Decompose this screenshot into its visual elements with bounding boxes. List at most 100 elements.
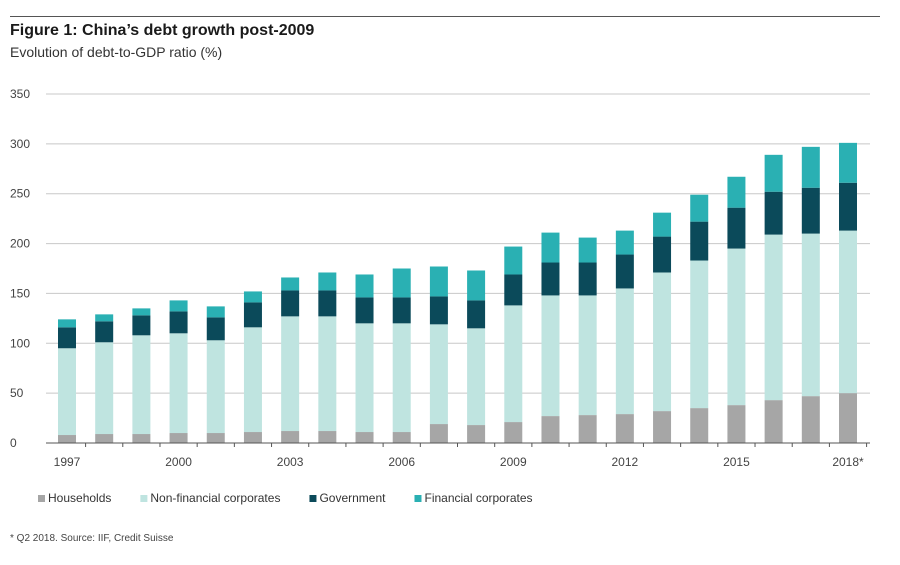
bar-households-2005 (355, 432, 374, 443)
bar-financial-corporates-2003 (281, 277, 300, 291)
y-tick-label: 300 (10, 137, 30, 151)
bar-government-2002 (243, 302, 262, 328)
bar-financial-corporates-2013 (653, 212, 672, 237)
bar-non-financial-corporates-2008 (467, 328, 486, 426)
bar-financial-corporates-1998 (95, 314, 114, 322)
y-tick-label: 50 (10, 386, 24, 400)
legend-label: Government (319, 491, 386, 505)
bar-government-2010 (541, 262, 560, 296)
bar-non-financial-corporates-2005 (355, 323, 374, 433)
bar-households-2009 (504, 422, 523, 443)
chart-title: Figure 1: China’s debt growth post-2009 (10, 22, 315, 39)
bar-non-financial-corporates-2000 (169, 333, 188, 434)
top-rule (10, 16, 880, 17)
bar-government-2013 (653, 236, 672, 273)
bar-government-2011 (578, 262, 597, 296)
bar-financial-corporates-2007 (429, 266, 448, 297)
bar-households-2004 (318, 431, 337, 443)
bar-non-financial-corporates-2014 (690, 260, 709, 409)
bar-government-2005 (355, 297, 374, 324)
bar-households-1998 (95, 434, 114, 443)
bar-financial-corporates-2015 (727, 176, 746, 208)
bar-government-2012 (615, 254, 634, 289)
y-tick-label: 200 (10, 237, 30, 251)
bar-government-2015 (727, 207, 746, 249)
bar-government-2009 (504, 274, 523, 306)
bar-households-2000 (169, 433, 188, 443)
bar-government-2008 (467, 300, 486, 329)
bar-non-financial-corporates-2015 (727, 248, 746, 406)
bar-households-2001 (206, 433, 225, 443)
bar-government-2007 (429, 296, 448, 325)
bar-financial-corporates-2008 (467, 270, 486, 301)
bar-households-2017 (801, 396, 820, 443)
chart-subtitle: Evolution of debt-to-GDP ratio (%) (10, 44, 223, 60)
bar-households-2014 (690, 408, 709, 443)
bar-non-financial-corporates-2004 (318, 316, 337, 432)
legend-swatch (309, 495, 317, 502)
bar-non-financial-corporates-2013 (653, 272, 672, 412)
bar-financial-corporates-2018 (839, 142, 857, 183)
y-tick-label: 0 (10, 436, 17, 450)
bar-non-financial-corporates-2011 (578, 295, 597, 416)
bar-non-financial-corporates-2012 (615, 288, 634, 415)
bar-households-2012 (615, 414, 634, 443)
bar-government-2017 (801, 187, 820, 234)
bar-government-1997 (58, 327, 76, 349)
bar-non-financial-corporates-2009 (504, 305, 523, 423)
bar-non-financial-corporates-2007 (429, 324, 448, 425)
y-tick-label: 250 (10, 187, 30, 201)
bar-government-2001 (206, 317, 225, 341)
bar-households-2002 (243, 432, 262, 443)
bar-financial-corporates-2002 (243, 291, 262, 303)
bar-households-2003 (281, 431, 300, 443)
bar-financial-corporates-2009 (504, 246, 523, 275)
bar-financial-corporates-2010 (541, 232, 560, 263)
legend-swatch (414, 495, 422, 502)
x-tick-label: 2006 (388, 455, 415, 469)
bar-government-2003 (281, 290, 300, 317)
bar-non-financial-corporates-2002 (243, 327, 262, 433)
legend-swatch (38, 495, 45, 502)
bar-non-financial-corporates-1997 (58, 348, 76, 436)
x-tick-label: 2003 (277, 455, 304, 469)
legend-label: Households (48, 491, 111, 505)
legend-label: Financial corporates (424, 491, 532, 505)
x-tick-label: 2012 (612, 455, 639, 469)
bar-households-2018 (839, 393, 857, 443)
bar-government-2006 (392, 297, 411, 324)
bar-non-financial-corporates-2018 (839, 230, 857, 394)
bar-financial-corporates-2014 (690, 194, 709, 222)
chart-footnote: * Q2 2018. Source: IIF, Credit Suisse (10, 533, 174, 544)
bar-government-1999 (132, 315, 151, 336)
x-tick-label: 1997 (54, 455, 81, 469)
bar-non-financial-corporates-1999 (132, 335, 151, 435)
legend-swatch (140, 495, 148, 502)
bar-financial-corporates-1997 (58, 319, 76, 328)
x-tick-label: 2018* (832, 455, 864, 469)
bar-financial-corporates-2011 (578, 237, 597, 263)
bar-government-2000 (169, 311, 188, 334)
bar-government-2016 (764, 191, 783, 235)
bar-government-1998 (95, 321, 114, 343)
bar-financial-corporates-2000 (169, 300, 188, 312)
bar-financial-corporates-2012 (615, 230, 634, 255)
bar-non-financial-corporates-2017 (801, 233, 820, 397)
bar-households-2007 (429, 424, 448, 443)
bar-households-2016 (764, 400, 783, 443)
bar-government-2014 (690, 221, 709, 261)
bar-non-financial-corporates-1998 (95, 342, 114, 435)
x-tick-label: 2000 (165, 455, 192, 469)
bar-financial-corporates-2017 (801, 146, 820, 188)
y-tick-label: 350 (10, 87, 30, 101)
x-tick-label: 2015 (723, 455, 750, 469)
bar-non-financial-corporates-2016 (764, 234, 783, 401)
bar-financial-corporates-2004 (318, 272, 337, 291)
bar-households-2010 (541, 416, 560, 443)
bar-financial-corporates-2005 (355, 274, 374, 298)
bar-financial-corporates-2001 (206, 306, 225, 318)
bar-financial-corporates-2006 (392, 268, 411, 298)
bar-non-financial-corporates-2003 (281, 316, 300, 432)
bar-households-2006 (392, 432, 411, 443)
bar-financial-corporates-1999 (132, 308, 151, 316)
